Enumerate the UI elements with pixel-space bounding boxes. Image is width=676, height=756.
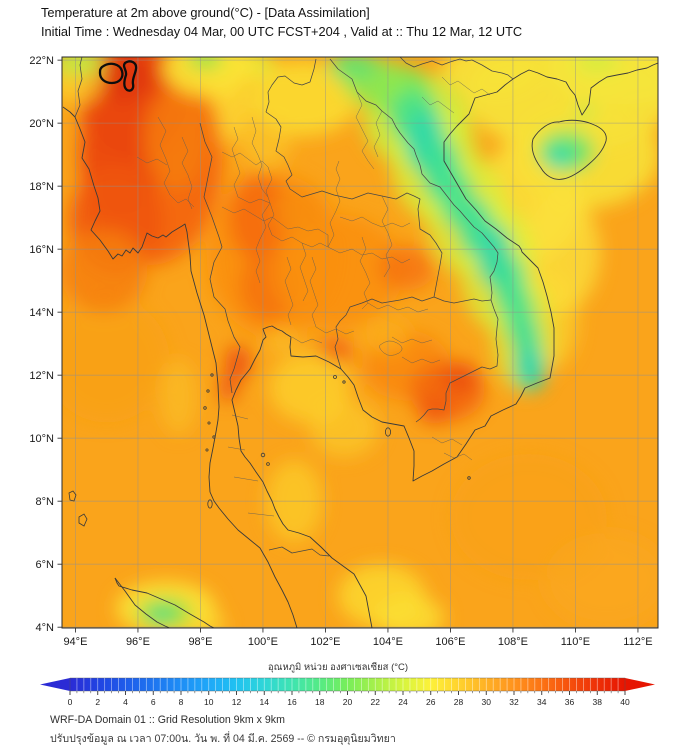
svg-text:6°N: 6°N — [36, 559, 55, 571]
svg-text:10°N: 10°N — [29, 433, 54, 445]
colorbar-underflow-arrow — [40, 678, 70, 691]
svg-text:98°E: 98°E — [188, 636, 212, 648]
svg-text:22: 22 — [371, 697, 381, 707]
svg-text:2: 2 — [95, 697, 100, 707]
svg-text:6: 6 — [151, 697, 156, 707]
svg-text:26: 26 — [426, 697, 436, 707]
tonle-sap-lake — [379, 340, 403, 356]
svg-text:38: 38 — [593, 697, 603, 707]
colorbar-overflow-arrow — [625, 678, 655, 691]
svg-text:36: 36 — [565, 697, 575, 707]
svg-text:14: 14 — [260, 697, 270, 707]
svg-text:22°N: 22°N — [29, 55, 54, 67]
temperature-field — [62, 57, 658, 628]
svg-text:30: 30 — [482, 697, 492, 707]
svg-text:12°N: 12°N — [29, 370, 54, 382]
svg-text:0: 0 — [68, 697, 73, 707]
coastlines — [62, 62, 658, 628]
svg-text:8: 8 — [179, 697, 184, 707]
sumatra-east-coast — [114, 577, 216, 628]
axis-ticks — [57, 59, 639, 633]
svg-text:16: 16 — [287, 697, 297, 707]
plot-frame — [61, 56, 659, 629]
svg-text:18: 18 — [315, 697, 325, 707]
svg-text:24: 24 — [398, 697, 408, 707]
contour-lines — [98, 60, 138, 92]
colorbar-separators — [76, 678, 619, 691]
svg-text:104°E: 104°E — [373, 636, 403, 648]
svg-text:28: 28 — [454, 697, 464, 707]
sumatra-west-coast — [114, 577, 171, 628]
svg-text:106°E: 106°E — [435, 636, 465, 648]
svg-text:102°E: 102°E — [310, 636, 340, 648]
svg-text:110°E: 110°E — [561, 636, 590, 648]
svg-text:20: 20 — [343, 697, 353, 707]
plot-area: 22°N 20°N 18°N 16°N 14°N 12°N 10°N 8°N 6°N 4°N 94… — [29, 55, 659, 648]
svg-text:96°E: 96°E — [126, 636, 150, 648]
colorbar-ticks — [69, 691, 626, 695]
svg-text:4: 4 — [123, 697, 128, 707]
map-canvas: 22°N 20°N 18°N 16°N 14°N 12°N 10°N 8°N 6°N 4°N 94… — [29, 55, 659, 648]
grid-lines — [62, 57, 658, 628]
country-borders — [74, 57, 514, 557]
footer-update-info: ปรับปรุงข้อมูล ณ เวลา 07:00น. วัน พ. ที่… — [50, 733, 396, 745]
page-subtitle: Initial Time : Wednesday 04 Mar, 00 UTC … — [41, 24, 523, 39]
lat-axis-labels: 22°N 20°N 18°N 16°N 14°N 12°N 10°N 8°N 6°N 4°N — [29, 55, 54, 634]
svg-text:4°N: 4°N — [36, 622, 55, 634]
colorbar: 0 2 4 6 8 10 12 14 16 18 20 22 24 26 28 30 32 34 36 38 40 — [40, 677, 655, 707]
svg-text:32: 32 — [509, 697, 519, 707]
hainan-island — [531, 119, 607, 180]
colorbar-title: อุณหภูมิ หน่วย องศาเซลเซียส (°C) — [267, 662, 409, 673]
province-boundaries — [136, 76, 491, 517]
svg-text:112°E: 112°E — [623, 636, 652, 648]
page-title: Temperature at 2m above ground(°C) - [Da… — [41, 5, 370, 20]
svg-text:20°N: 20°N — [29, 118, 54, 130]
svg-text:18°N: 18°N — [29, 181, 54, 193]
svg-text:12: 12 — [232, 697, 242, 707]
svg-text:8°N: 8°N — [36, 496, 55, 508]
svg-text:16°N: 16°N — [29, 244, 54, 256]
svg-text:34: 34 — [537, 697, 547, 707]
svg-text:94°E: 94°E — [63, 636, 87, 648]
svg-text:108°E: 108°E — [498, 636, 528, 648]
svg-text:10: 10 — [204, 697, 214, 707]
svg-text:100°E: 100°E — [248, 636, 278, 648]
colorbar-tick-labels: 0 2 4 6 8 10 12 14 16 18 20 22 24 26 28 30 32 34 36 38 40 — [68, 697, 630, 707]
svg-text:40: 40 — [620, 697, 630, 707]
svg-text:14°N: 14°N — [29, 307, 54, 319]
lon-axis-labels: 94°E 96°E 98°E 100°E 102°E 104°E 106°E 108°E 110… — [63, 636, 652, 648]
footer-domain-info: WRF-DA Domain 01 :: Grid Resolution 9km … — [50, 714, 285, 726]
